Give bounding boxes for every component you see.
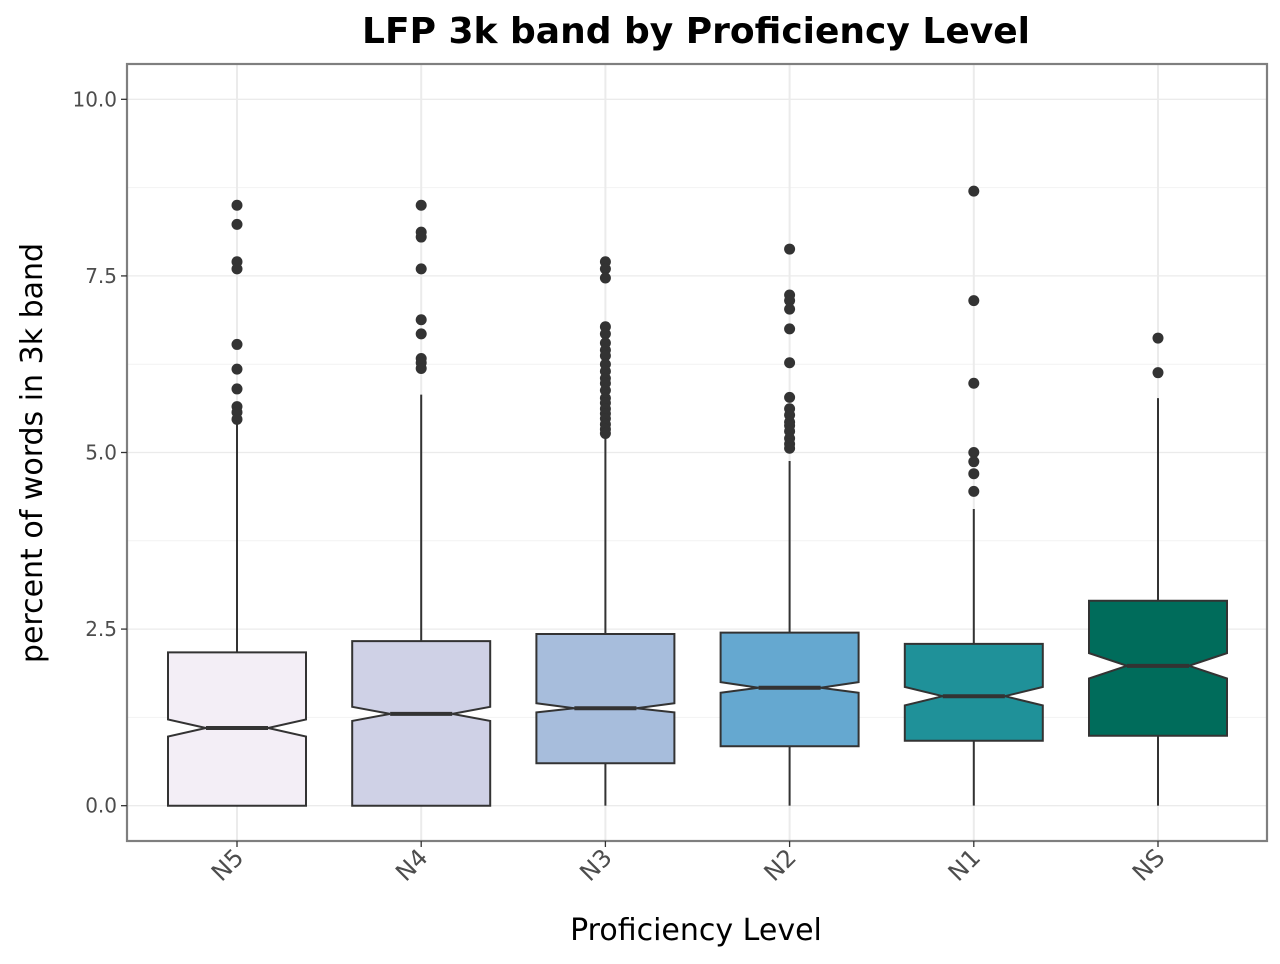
outlier-point (1152, 367, 1164, 379)
outlier-point (231, 363, 243, 375)
outlier-point (599, 384, 611, 396)
outlier-point (415, 328, 427, 340)
box-n2 (719, 243, 860, 806)
y-tick-label: 10.0 (72, 87, 117, 111)
outlier-point (231, 199, 243, 211)
outlier-point (231, 218, 243, 230)
outlier-point (231, 263, 243, 275)
outlier-point (1152, 332, 1164, 344)
box-body (903, 642, 1044, 742)
outlier-point (784, 295, 796, 307)
y-tick-label: 7.5 (85, 264, 117, 288)
outlier-point (784, 442, 796, 454)
box-n3 (535, 256, 676, 806)
outlier-point (231, 383, 243, 395)
box-n1 (903, 185, 1044, 806)
outlier-point (599, 350, 611, 362)
outlier-point (231, 413, 243, 425)
x-axis-title: Proficiency Level (570, 913, 822, 948)
outlier-point (415, 263, 427, 275)
outlier-point (415, 362, 427, 374)
box-layer (167, 185, 1228, 807)
outlier-point (968, 185, 980, 197)
box-body (535, 633, 676, 765)
box-n4 (351, 199, 492, 807)
chart-title: LFP 3k band by Proficiency Level (362, 11, 1030, 52)
outlier-point (784, 391, 796, 403)
outlier-point (968, 295, 980, 307)
outlier-point (599, 263, 611, 275)
outlier-point (784, 357, 796, 369)
outlier-point (968, 468, 980, 480)
outlier-point (599, 328, 611, 340)
box-body (351, 640, 492, 807)
outlier-point (784, 243, 796, 255)
box-n5 (167, 199, 307, 807)
y-tick-label: 0.0 (85, 794, 117, 818)
outlier-point (968, 377, 980, 389)
outlier-point (415, 231, 427, 243)
outlier-point (599, 272, 611, 284)
y-axis-title: percent of words in 3k band (15, 243, 50, 663)
outlier-point (415, 314, 427, 326)
outlier-point (968, 447, 980, 458)
box-ns (1088, 332, 1228, 806)
outlier-point (415, 199, 427, 211)
outlier-point (784, 323, 796, 335)
y-tick-label: 5.0 (85, 441, 117, 465)
box-body (1088, 599, 1228, 737)
outlier-point (599, 427, 611, 439)
outlier-point (231, 338, 243, 350)
y-tick-label: 2.5 (85, 617, 117, 641)
outlier-point (968, 485, 980, 497)
outlier-point (784, 303, 796, 315)
outlier-point (968, 456, 980, 468)
